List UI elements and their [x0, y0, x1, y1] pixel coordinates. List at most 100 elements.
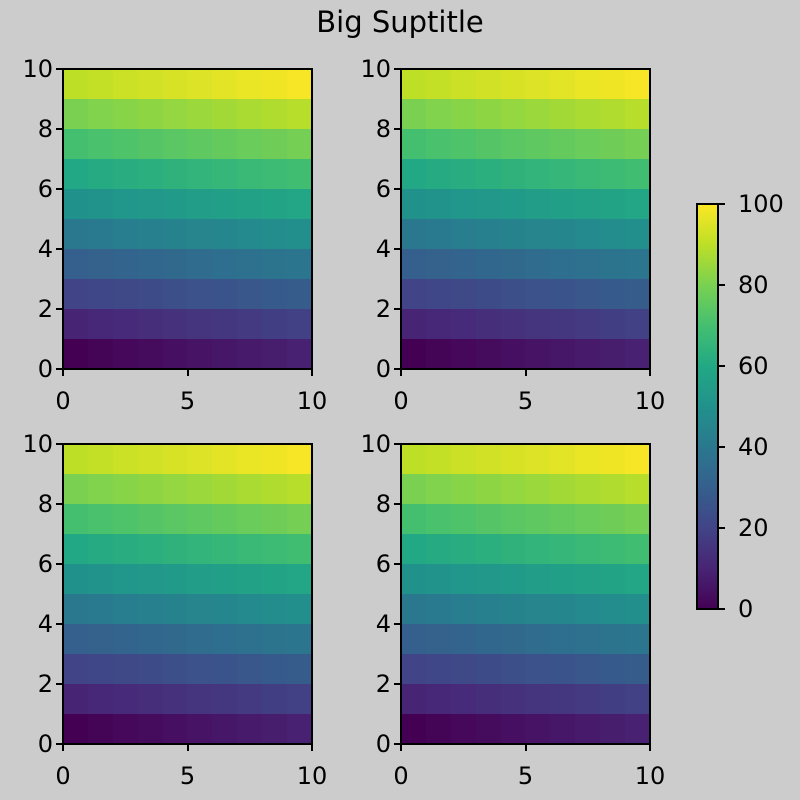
heatmap-cell [600, 129, 626, 159]
heatmap-cell [625, 474, 650, 504]
heatmap-cell [500, 339, 526, 369]
heatmap-cell [525, 309, 551, 339]
y-tick-label: 0 [37, 730, 53, 758]
heatmap-cell [401, 594, 426, 624]
heatmap-cell [600, 219, 626, 249]
x-tick-label: 0 [55, 762, 71, 790]
heatmap-cell [87, 654, 113, 684]
heatmap-cell [401, 474, 426, 504]
subplot-bottom-left [62, 443, 313, 745]
heatmap-cell [625, 189, 650, 219]
heatmap-cell [425, 504, 451, 534]
heatmap-cell [87, 129, 113, 159]
heatmap-cell [63, 339, 88, 369]
heatmap-cell [425, 339, 451, 369]
y-tick-mark [56, 128, 62, 130]
y-tick-mark [394, 128, 400, 130]
heatmap-cell [525, 504, 551, 534]
heatmap-cell [237, 249, 263, 279]
heatmap-grid [401, 444, 650, 744]
heatmap-cell [187, 219, 213, 249]
heatmap-cell [500, 69, 526, 99]
heatmap-cell [475, 339, 501, 369]
heatmap-cell [575, 219, 601, 249]
x-tick-label: 5 [179, 387, 196, 415]
heatmap-cell [87, 219, 113, 249]
y-tick-mark [394, 188, 400, 190]
heatmap-cell [262, 279, 288, 309]
heatmap-cell [187, 189, 213, 219]
heatmap-grid [401, 69, 650, 369]
heatmap-cell [550, 99, 576, 129]
heatmap-cell [137, 624, 163, 654]
heatmap-cell [575, 684, 601, 714]
colorbar-gradient [697, 204, 718, 609]
y-tick-mark [56, 248, 62, 250]
heatmap-cell [162, 534, 188, 564]
heatmap-cell [625, 444, 650, 474]
heatmap-cell [550, 654, 576, 684]
heatmap-cell [162, 279, 188, 309]
heatmap-cell [475, 219, 501, 249]
colorbar-tick-mark [719, 527, 725, 529]
heatmap-cell [575, 504, 601, 534]
heatmap-cell [212, 219, 238, 249]
heatmap-cell [112, 99, 138, 129]
heatmap-cell [87, 444, 113, 474]
heatmap-cell [63, 159, 88, 189]
heatmap-cell [475, 189, 501, 219]
heatmap-cell [212, 714, 238, 744]
heatmap-cell [112, 339, 138, 369]
heatmap-cell [63, 69, 88, 99]
heatmap-cell [550, 504, 576, 534]
y-tick-label: 0 [375, 355, 391, 383]
heatmap-cell [162, 594, 188, 624]
heatmap-cell [550, 249, 576, 279]
heatmap-cell [212, 69, 238, 99]
colorbar-tick-label: 80 [738, 271, 769, 299]
heatmap-cell [112, 129, 138, 159]
heatmap-cell [112, 444, 138, 474]
heatmap-cell [550, 474, 576, 504]
y-tick-mark [394, 248, 400, 250]
heatmap-cell [401, 564, 426, 594]
heatmap-cell [575, 594, 601, 624]
y-tick-label: 2 [375, 670, 391, 698]
heatmap-cell [262, 474, 288, 504]
heatmap-cell [137, 564, 163, 594]
x-tick-mark [186, 745, 189, 751]
heatmap-cell [401, 69, 426, 99]
heatmap-cell [63, 444, 88, 474]
heatmap-cell [137, 189, 163, 219]
heatmap-cell [600, 309, 626, 339]
heatmap-cell [112, 534, 138, 564]
heatmap-cell [162, 159, 188, 189]
heatmap-cell [450, 474, 476, 504]
heatmap-cell [450, 624, 476, 654]
heatmap-cell [575, 564, 601, 594]
y-tick-label: 6 [37, 175, 53, 203]
heatmap-cell [187, 159, 213, 189]
x-tick-label: 10 [296, 762, 328, 790]
heatmap-cell [401, 279, 426, 309]
heatmap-cell [137, 249, 163, 279]
heatmap-cell [87, 534, 113, 564]
heatmap-cell [401, 309, 426, 339]
heatmap-cell [212, 249, 238, 279]
heatmap-cell [287, 129, 312, 159]
heatmap-cell [187, 714, 213, 744]
heatmap-cell [450, 189, 476, 219]
heatmap-cell [401, 159, 426, 189]
heatmap-cell [475, 474, 501, 504]
heatmap-cell [187, 444, 213, 474]
heatmap-cell [112, 654, 138, 684]
y-tick-label: 10 [22, 55, 53, 83]
heatmap-cell [63, 99, 88, 129]
colorbar-tick-label: 60 [738, 352, 769, 380]
heatmap-cell [262, 159, 288, 189]
heatmap-cell [425, 534, 451, 564]
y-tick-label: 0 [37, 355, 53, 383]
y-tick-label: 0 [375, 730, 391, 758]
heatmap-cell [575, 624, 601, 654]
heatmap-cell [237, 654, 263, 684]
